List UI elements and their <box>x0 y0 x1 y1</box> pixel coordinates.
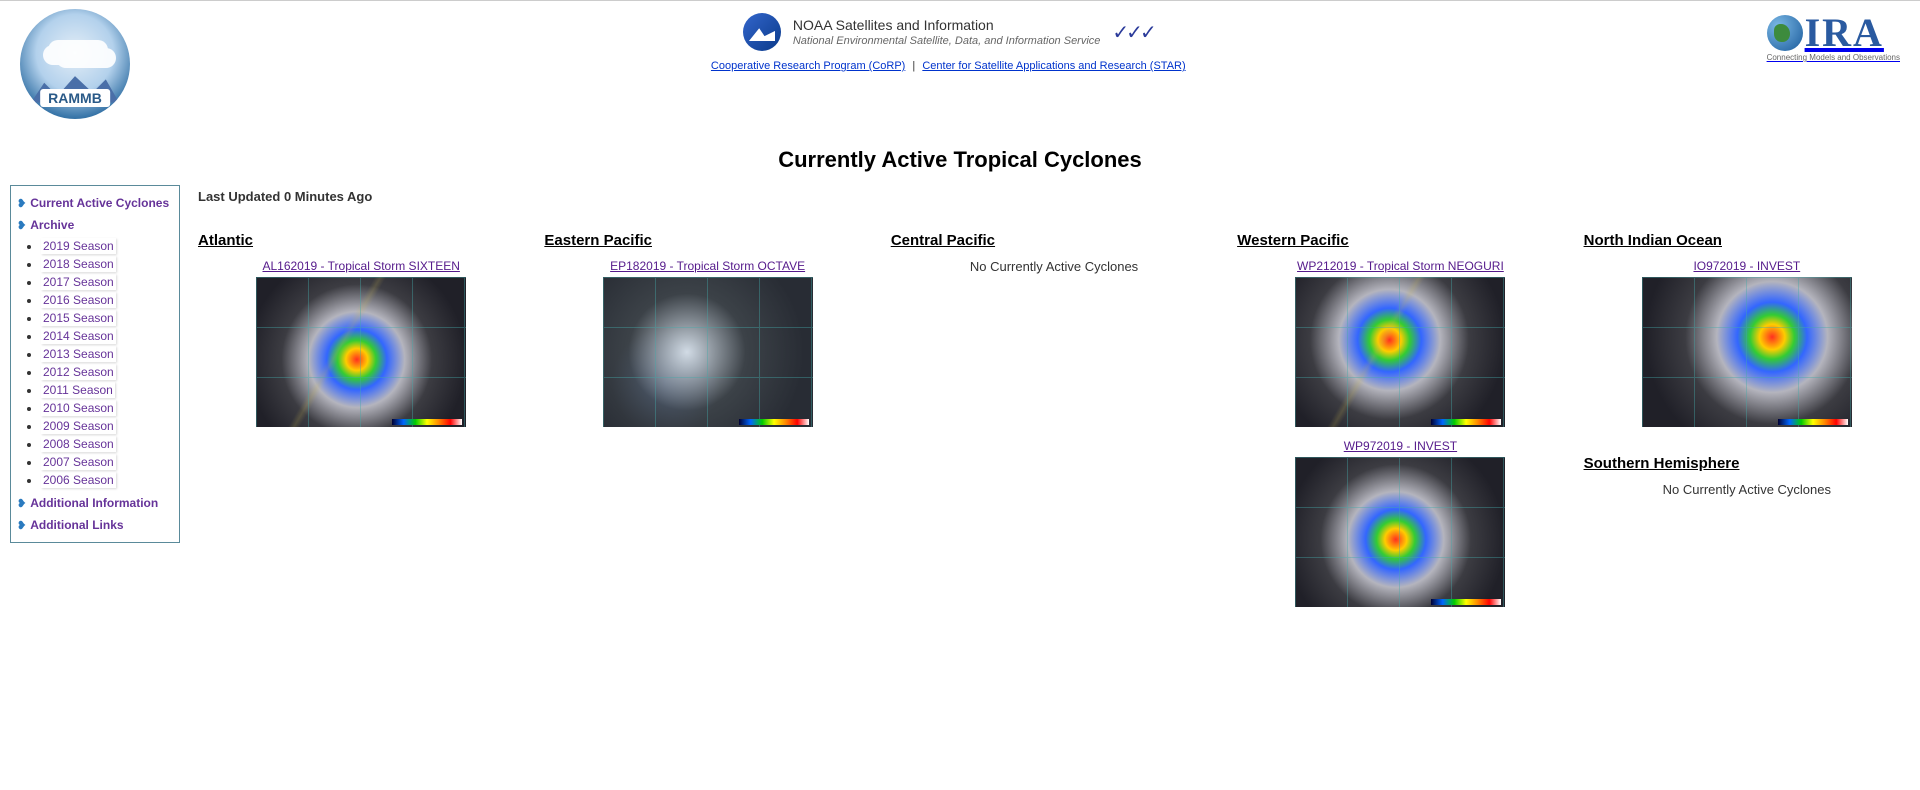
storm-image-link[interactable] <box>1584 277 1910 427</box>
sidebar-season-link[interactable]: 2009 Season <box>43 419 114 433</box>
link-star[interactable]: Center for Satellite Applications and Re… <box>922 60 1185 72</box>
satellite-image <box>256 277 466 427</box>
sidebar-season-link[interactable]: 2013 Season <box>43 347 114 361</box>
satellite-image <box>1295 457 1505 607</box>
satellite-image <box>1295 277 1505 427</box>
basin-cpac-heading[interactable]: Central Pacific <box>891 232 995 249</box>
storm-card: EP182019 - Tropical Storm OCTAVE <box>544 259 870 427</box>
basin-central-pacific: Central Pacific No Currently Active Cycl… <box>891 232 1217 274</box>
storm-card: WP972019 - INVEST <box>1237 439 1563 607</box>
sidebar-archive[interactable]: Archive <box>15 214 175 236</box>
last-updated: Last Updated 0 Minutes Ago <box>198 189 1910 204</box>
sidebar-season-link[interactable]: 2017 Season <box>43 275 114 289</box>
sidebar-season-link[interactable]: 2011 Season <box>43 383 113 397</box>
globe-icon <box>1767 15 1803 51</box>
sidebar-season-link[interactable]: 2008 Season <box>43 437 114 451</box>
storm-image-link[interactable] <box>1237 277 1563 427</box>
basin-western-pacific: Western Pacific WP212019 - Tropical Stor… <box>1237 232 1563 619</box>
sidebar-season-link[interactable]: 2016 Season <box>43 293 114 307</box>
sidebar-season-link[interactable]: 2007 Season <box>43 455 114 469</box>
storm-card: AL162019 - Tropical Storm SIXTEEN <box>198 259 524 427</box>
header-links: Cooperative Research Program (CoRP) | Ce… <box>130 60 1767 72</box>
satellite-image <box>1642 277 1852 427</box>
header: NOAA Satellites and Information National… <box>0 0 1920 127</box>
header-center: NOAA Satellites and Information National… <box>130 9 1767 72</box>
sidebar-season-link[interactable]: 2015 Season <box>43 311 114 325</box>
basin-wpac-heading[interactable]: Western Pacific <box>1237 232 1348 249</box>
basin-nio-heading[interactable]: North Indian Ocean <box>1584 232 1722 249</box>
link-corp[interactable]: Cooperative Research Program (CoRP) <box>711 60 905 72</box>
basin-sh-heading[interactable]: Southern Hemisphere <box>1584 455 1740 472</box>
sidebar-season-link[interactable]: 2010 Season <box>43 401 114 415</box>
sidebar-additional-links[interactable]: Additional Links <box>15 514 175 536</box>
noaa-title: NOAA Satellites and Information <box>793 16 1101 34</box>
page-title: Currently Active Tropical Cyclones <box>0 147 1920 173</box>
storm-image-link[interactable] <box>1237 457 1563 607</box>
noaa-logo-link[interactable] <box>743 13 781 51</box>
sidebar-season-link[interactable]: 2019 Season <box>43 239 114 253</box>
basin-atlantic: Atlantic AL162019 - Tropical Storm SIXTE… <box>198 232 524 439</box>
basin-epac-heading[interactable]: Eastern Pacific <box>544 232 652 249</box>
sidebar-additional-info[interactable]: Additional Information <box>15 492 175 514</box>
sidebar-season-link[interactable]: 2018 Season <box>43 257 114 271</box>
satellite-image <box>603 277 813 427</box>
basin-atlantic-heading[interactable]: Atlantic <box>198 232 253 249</box>
sidebar-season-link[interactable]: 2006 Season <box>43 473 114 487</box>
basin-north-indian: North Indian Ocean IO972019 - INVEST Sou… <box>1584 232 1910 497</box>
no-active-text: No Currently Active Cyclones <box>1584 482 1910 497</box>
storm-link[interactable]: WP972019 - INVEST <box>1344 439 1457 453</box>
storm-card: IO972019 - INVEST <box>1584 259 1910 427</box>
storm-link[interactable]: IO972019 - INVEST <box>1693 259 1800 273</box>
storm-image-link[interactable] <box>198 277 524 427</box>
storm-image-link[interactable] <box>544 277 870 427</box>
sidebar-current-active[interactable]: Current Active Cyclones <box>15 192 175 214</box>
content: Last Updated 0 Minutes Ago Atlantic AL16… <box>198 185 1910 619</box>
sidebar: Current Active Cyclones Archive 2019 Sea… <box>10 185 180 543</box>
cira-logo-link[interactable]: IRA Connecting Models and Observations <box>1767 9 1900 62</box>
rammb-logo <box>20 9 130 119</box>
storm-link[interactable]: EP182019 - Tropical Storm OCTAVE <box>610 259 805 273</box>
noaa-logo-icon <box>743 13 781 51</box>
rammb-logo-link[interactable] <box>20 9 130 119</box>
storm-link[interactable]: AL162019 - Tropical Storm SIXTEEN <box>262 259 459 273</box>
cira-logo: IRA Connecting Models and Observations <box>1767 9 1900 62</box>
storm-link[interactable]: WP212019 - Tropical Storm NEOGURI <box>1297 259 1504 273</box>
bird-logo-icon: ✓✓✓ <box>1112 20 1153 45</box>
noaa-subtitle: National Environmental Satellite, Data, … <box>793 34 1101 48</box>
basin-grid: Atlantic AL162019 - Tropical Storm SIXTE… <box>198 232 1910 619</box>
basin-eastern-pacific: Eastern Pacific EP182019 - Tropical Stor… <box>544 232 870 439</box>
sidebar-season-list: 2019 Season 2018 Season 2017 Season 2016… <box>15 238 175 488</box>
no-active-text: No Currently Active Cyclones <box>891 259 1217 274</box>
sidebar-season-link[interactable]: 2012 Season <box>43 365 114 379</box>
storm-card: WP212019 - Tropical Storm NEOGURI <box>1237 259 1563 427</box>
cira-subtitle: Connecting Models and Observations <box>1767 53 1900 62</box>
sidebar-season-link[interactable]: 2014 Season <box>43 329 114 343</box>
